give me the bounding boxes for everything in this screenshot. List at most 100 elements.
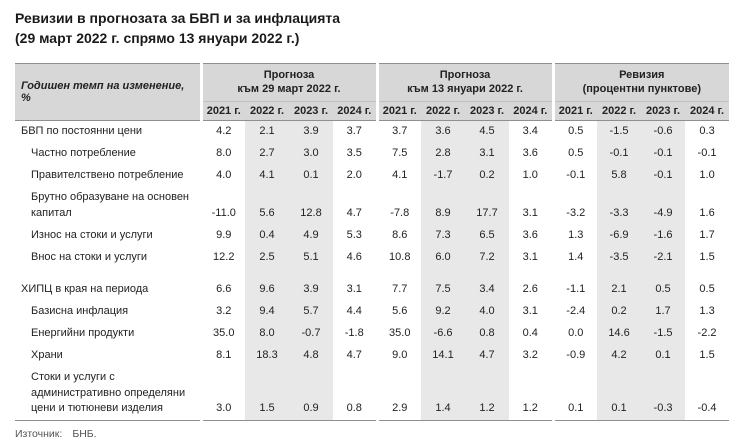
cell-value: 1.6	[699, 207, 715, 220]
source-note: Източник: БНБ.	[15, 428, 728, 440]
cell-value: 5.6	[375, 300, 422, 323]
cell-value: 1.4	[551, 246, 598, 269]
cell-value: 1.7	[641, 300, 686, 323]
cell-value: 5.3	[346, 228, 362, 241]
cell-value: -3.3	[597, 187, 642, 225]
group-header-january-forecast: Прогноза към 13 януари 2022 г.	[375, 63, 554, 103]
cell-value: -1.1	[551, 268, 598, 301]
cell-value: -2.1	[641, 246, 686, 269]
title-line-1: Ревизии в прогнозата за БВП и за инфлаци…	[15, 10, 341, 26]
cell-value: 4.6	[346, 250, 362, 263]
cell-value: 7.2	[465, 246, 510, 269]
cell-value: 0.1	[641, 344, 686, 367]
cell-value: -7.8	[375, 187, 422, 225]
table-row: Енергийни продукти 35.0 8.0 -0.7 -1.8 35.0 -6.…	[15, 322, 729, 345]
cell-value: 6.0	[421, 246, 466, 269]
cell-value: -0.7	[289, 322, 333, 345]
cell-value: 8.0	[199, 143, 245, 166]
cell-value: 0.2	[465, 165, 510, 188]
cell-value: -0.6	[641, 120, 686, 144]
group-title-line-1: Ревизия	[619, 68, 665, 81]
cell-value: -1.6	[641, 224, 686, 247]
cell-value: 4.8	[289, 344, 333, 367]
cell-value: 0.5	[641, 268, 686, 301]
cell-value: 2.5	[245, 246, 289, 269]
cell-value: 8.6	[375, 224, 422, 247]
cell-value: 4.4	[346, 304, 362, 317]
year-header: 2022 г.	[245, 101, 289, 122]
cell-value: 0.2	[597, 300, 642, 323]
cell-value: 0.0	[551, 322, 598, 345]
year-header: 2021 г.	[199, 101, 245, 122]
group-header-march-forecast: Прогноза към 29 март 2022 г.	[199, 63, 378, 103]
row-label: Правителствено потребление	[31, 169, 184, 182]
cell-value: -1.7	[421, 165, 466, 188]
cell-value: 18.3	[245, 344, 289, 367]
cell-value: 2.0	[346, 169, 362, 182]
year-header: 2023 г.	[465, 101, 510, 122]
cell-value: 5.7	[289, 300, 333, 323]
cell-value: 3.1	[522, 304, 538, 317]
cell-value: -1.5	[597, 120, 642, 144]
cell-value: 5.1	[289, 246, 333, 269]
year-header: 2024 г.	[333, 101, 378, 122]
table-row: Правителствено потребление 4.0 4.1 0.1 2.0 4.…	[15, 165, 729, 188]
cell-value: 3.0	[199, 366, 245, 421]
cell-value: 0.4	[245, 224, 289, 247]
cell-value: -2.2	[697, 326, 717, 339]
row-label: ХИПЦ в края на периода	[21, 282, 149, 295]
cell-value: -0.9	[551, 344, 598, 367]
cell-value: 35.0	[375, 322, 422, 345]
cell-value: 7.7	[375, 268, 422, 301]
cell-value: -1.8	[344, 326, 364, 339]
cell-value: 3.1	[522, 250, 538, 263]
year-header: 2024 г.	[685, 101, 730, 122]
cell-value: 3.1	[522, 207, 538, 220]
year-header: 2023 г.	[641, 101, 686, 122]
cell-value: 3.1	[346, 282, 362, 295]
cell-value: 9.9	[199, 224, 245, 247]
year-header: 2022 г.	[597, 101, 642, 122]
group-header-row: Годишен темп на изменение, % Прогноза къ…	[15, 63, 730, 122]
table-row: ХИПЦ в края на периода 6.6 9.6 3.9 3.1 7.7 7.5…	[15, 268, 729, 301]
cell-value: 3.0	[289, 143, 333, 166]
cell-value: 3.7	[346, 125, 362, 138]
table-corner-header: Годишен темп на изменение, %	[15, 63, 201, 122]
group-title-line-2: (процентни пунктове)	[582, 83, 701, 96]
cell-value: -11.0	[199, 187, 245, 225]
year-header: 2021 г.	[375, 101, 422, 122]
cell-value: 0.9	[289, 366, 333, 421]
cell-value: -6.6	[421, 322, 466, 345]
cell-value: 2.6	[522, 282, 538, 295]
table-body: БВП по постоянни цени 4.2 2.1 3.9 3.7 3.7 3.6 4…	[15, 120, 729, 421]
cell-value: 4.2	[597, 344, 642, 367]
cell-value: 17.7	[465, 187, 510, 225]
cell-value: 4.7	[346, 207, 362, 220]
cell-value: 4.0	[465, 300, 510, 323]
cell-value: 4.5	[465, 120, 510, 144]
cell-value: 4.7	[346, 348, 362, 361]
cell-value: 14.6	[597, 322, 642, 345]
cell-value: 4.9	[289, 224, 333, 247]
cell-value: 3.4	[465, 268, 510, 301]
cell-value: 4.0	[199, 165, 245, 188]
cell-value: 3.6	[421, 120, 466, 144]
cell-value: 3.6	[522, 228, 538, 241]
cell-value: 0.5	[551, 120, 598, 144]
cell-value: -0.4	[697, 402, 717, 415]
cell-value: 6.6	[199, 268, 245, 301]
title-line-2: (29 март 2022 г. спрямо 13 януари 2022 г…	[15, 30, 300, 47]
cell-value: -4.9	[641, 187, 686, 225]
row-label: Енергийни продукти	[31, 326, 135, 339]
cell-value: 0.4	[522, 326, 538, 339]
group-header-revision: Ревизия (процентни пунктове)	[551, 63, 730, 103]
year-header: 2023 г.	[289, 101, 333, 122]
cell-value: -3.5	[597, 246, 642, 269]
year-header: 2022 г.	[421, 101, 466, 122]
cell-value: 1.5	[699, 348, 715, 361]
cell-value: 8.9	[421, 187, 466, 225]
cell-value: -0.1	[641, 165, 686, 188]
cell-value: 7.3	[421, 224, 466, 247]
cell-value: 12.8	[289, 187, 333, 225]
cell-value: 2.7	[245, 143, 289, 166]
